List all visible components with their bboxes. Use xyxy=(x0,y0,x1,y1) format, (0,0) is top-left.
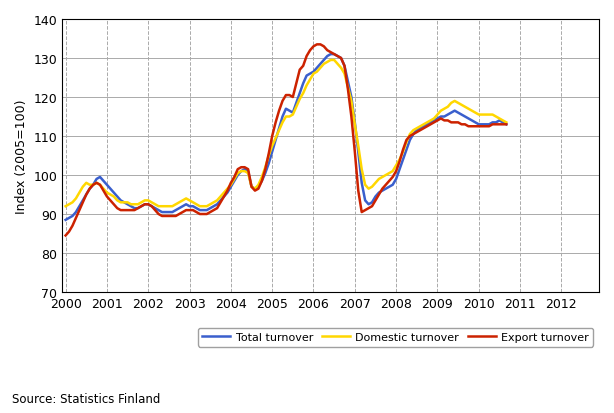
Total turnover xyxy=(324,55,331,59)
Domestic turnover xyxy=(82,181,90,186)
Export turnover xyxy=(293,82,300,87)
Total turnover xyxy=(82,192,90,197)
Export turnover xyxy=(413,131,421,135)
Domestic turnover xyxy=(327,58,335,63)
Export turnover xyxy=(182,208,190,213)
Domestic turnover xyxy=(293,105,300,110)
Domestic turnover xyxy=(62,204,69,209)
Domestic turnover xyxy=(451,99,458,104)
Total turnover xyxy=(451,109,458,114)
Text: Source: Statistics Finland: Source: Statistics Finland xyxy=(12,392,161,405)
Total turnover xyxy=(182,202,190,207)
Total turnover xyxy=(503,123,510,128)
Line: Total turnover: Total turnover xyxy=(66,55,507,220)
Legend: Total turnover, Domestic turnover, Export turnover: Total turnover, Domestic turnover, Expor… xyxy=(198,328,594,347)
Domestic turnover xyxy=(413,126,421,131)
Total turnover xyxy=(413,128,421,133)
Line: Domestic turnover: Domestic turnover xyxy=(66,61,507,207)
Export turnover xyxy=(451,121,458,126)
Export turnover xyxy=(313,43,321,48)
Export turnover xyxy=(327,50,335,55)
Total turnover xyxy=(62,218,69,223)
Line: Export turnover: Export turnover xyxy=(66,45,507,236)
Domestic turnover xyxy=(324,60,331,65)
Total turnover xyxy=(293,101,300,106)
Domestic turnover xyxy=(182,197,190,202)
Export turnover xyxy=(503,123,510,128)
Total turnover xyxy=(327,52,335,57)
Domestic turnover xyxy=(503,121,510,126)
Y-axis label: Index (2005=100): Index (2005=100) xyxy=(15,99,28,213)
Export turnover xyxy=(82,192,90,197)
Export turnover xyxy=(62,233,69,238)
